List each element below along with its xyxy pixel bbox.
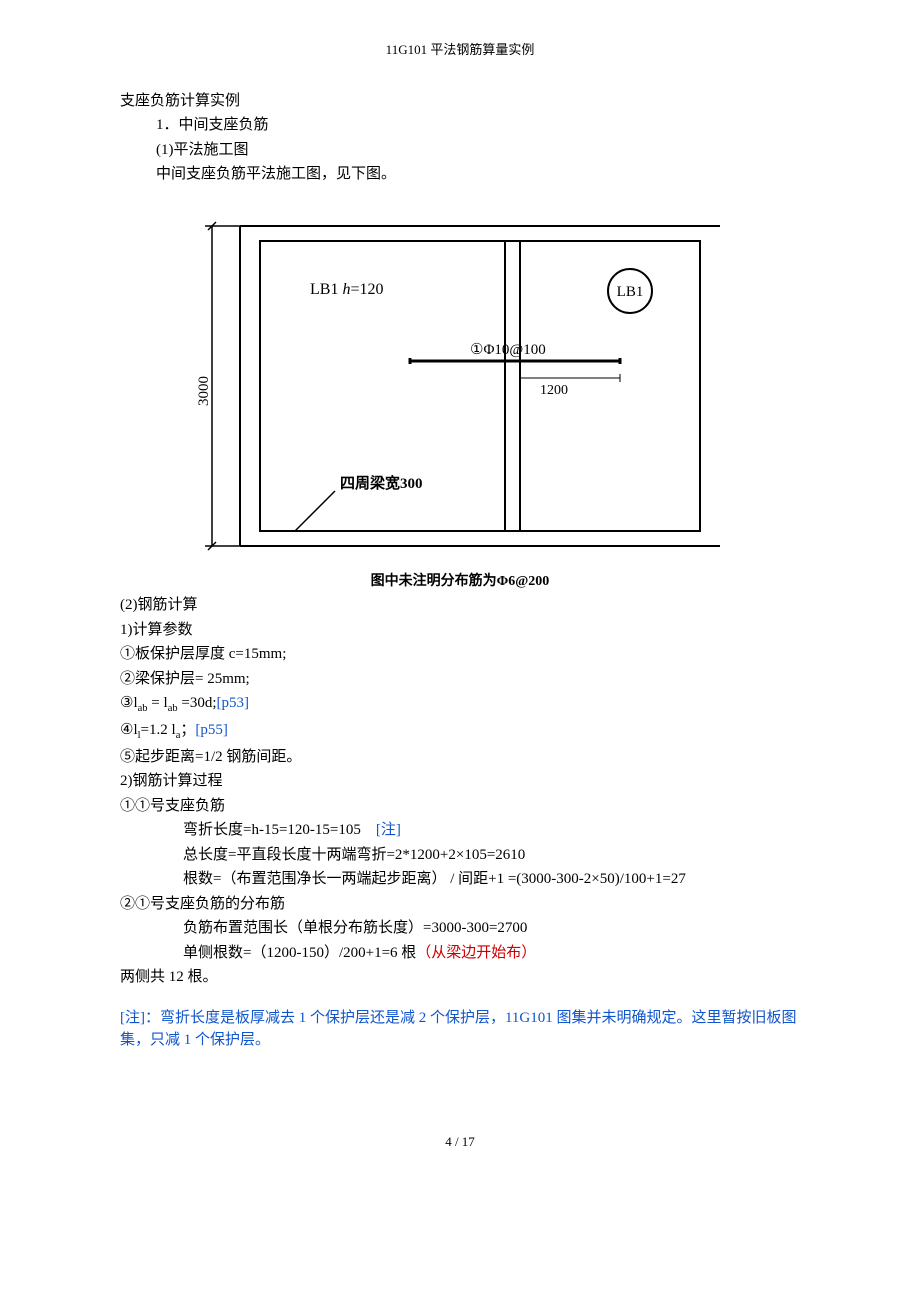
beam-note: 四周梁宽300 <box>340 474 423 492</box>
title: 支座负筋计算实例 <box>120 90 800 113</box>
param-1: ①板保护层厚度 c=15mm; <box>120 643 800 666</box>
calc-1-1: 弯折长度=h-15=120-15=105 [注] <box>120 819 800 842</box>
param-4: ④ll=1.2 la；[p55] <box>120 719 800 744</box>
page-number: 4 / 17 <box>445 1134 475 1149</box>
section-1-1-text: 中间支座负筋平法施工图，见下图。 <box>120 163 800 186</box>
red-note: （从梁边开始布） <box>416 945 536 961</box>
calc-2-2: 单侧根数=（1200-150）/200+1=6 根（从梁边开始布） <box>120 942 800 965</box>
section-2: (2)钢筋计算 <box>120 594 800 617</box>
ref-p53: [p53] <box>217 695 250 711</box>
section-2-2: 2)钢筋计算过程 <box>120 770 800 793</box>
diagram-caption: 图中未注明分布筋为Φ6@200 <box>120 571 800 592</box>
calc-1-2: 总长度=平直段长度十两端弯折=2*1200+2×105=2610 <box>120 844 800 867</box>
dim-3000: 3000 <box>196 376 212 406</box>
slab1-label: LB1 h=120 <box>310 281 383 298</box>
calc-2: ②①号支座负筋的分布筋 <box>120 893 800 916</box>
diagram: LB1 h=120 LB1 ①Φ10@100 1200 四周梁宽300 3000 <box>180 206 740 564</box>
calc-1: ①①号支座负筋 <box>120 795 800 818</box>
page-header: 11G101 平法钢筋算量实例 <box>120 40 800 60</box>
section-1: 1．中间支座负筋 <box>120 114 800 137</box>
param-3: ③lab = lab =30d;[p53] <box>120 692 800 717</box>
diagram-svg: LB1 h=120 LB1 ①Φ10@100 1200 四周梁宽300 3000 <box>180 206 740 556</box>
content: 支座负筋计算实例 1．中间支座负筋 (1)平法施工图 中间支座负筋平法施工图，见… <box>120 90 800 1052</box>
dim-1200: 1200 <box>540 383 568 398</box>
header-text: 11G101 平法钢筋算量实例 <box>386 42 535 57</box>
ref-p55: [p55] <box>195 722 228 738</box>
section-2-1: 1)计算参数 <box>120 619 800 642</box>
section-1-1: (1)平法施工图 <box>120 139 800 162</box>
footnote: [注]：弯折长度是板厚减去 1 个保护层还是减 2 个保护层，11G101 图集… <box>120 1007 800 1052</box>
page-footer: 4 / 17 <box>120 1132 800 1152</box>
calc-1-3: 根数=（布置范围净长一两端起步距离） / 间距+1 =(3000-300-2×5… <box>120 868 800 891</box>
calc-3: 两侧共 12 根。 <box>120 966 800 989</box>
slab2-label: LB1 <box>617 284 644 300</box>
rebar-annot: ①Φ10@100 <box>470 342 546 358</box>
param-2: ②梁保护层= 25mm; <box>120 668 800 691</box>
spacer <box>120 991 800 1005</box>
param-5: ⑤起步距离=1/2 钢筋间距。 <box>120 746 800 769</box>
note-ref: [注] <box>376 822 401 838</box>
calc-2-1: 负筋布置范围长（单根分布筋长度）=3000-300=2700 <box>120 917 800 940</box>
